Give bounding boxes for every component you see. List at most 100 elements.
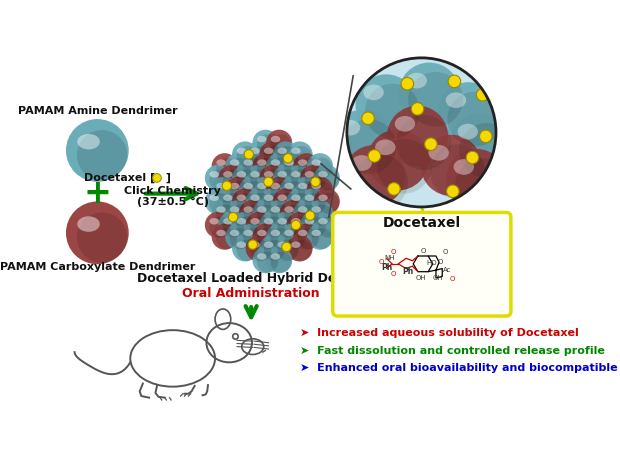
Ellipse shape [264, 146, 285, 167]
Ellipse shape [230, 228, 250, 249]
Ellipse shape [244, 230, 253, 236]
Ellipse shape [284, 181, 305, 202]
Circle shape [368, 150, 381, 162]
Ellipse shape [311, 158, 332, 179]
Ellipse shape [218, 189, 244, 215]
Ellipse shape [271, 206, 280, 213]
Ellipse shape [408, 72, 463, 127]
Ellipse shape [257, 158, 278, 179]
Ellipse shape [223, 170, 244, 190]
Ellipse shape [250, 193, 271, 214]
Ellipse shape [252, 177, 278, 203]
Ellipse shape [257, 134, 278, 155]
Ellipse shape [250, 194, 260, 201]
Ellipse shape [246, 212, 272, 238]
Ellipse shape [237, 242, 246, 248]
Ellipse shape [210, 216, 230, 237]
Ellipse shape [300, 189, 326, 215]
Ellipse shape [450, 113, 511, 175]
Circle shape [222, 181, 231, 190]
Ellipse shape [216, 158, 237, 179]
Ellipse shape [277, 240, 298, 261]
Ellipse shape [271, 228, 291, 249]
Circle shape [248, 240, 257, 249]
Text: HO: HO [427, 260, 437, 266]
Ellipse shape [291, 218, 301, 225]
Ellipse shape [232, 212, 258, 238]
Text: ➤  Fast dissolution and controlled release profile: ➤ Fast dissolution and controlled releas… [300, 346, 604, 356]
Text: OH: OH [415, 274, 426, 280]
Circle shape [305, 211, 315, 220]
Ellipse shape [305, 171, 314, 178]
Ellipse shape [250, 171, 260, 178]
Ellipse shape [312, 183, 321, 189]
Circle shape [448, 75, 461, 88]
Ellipse shape [250, 148, 260, 154]
Ellipse shape [216, 159, 226, 166]
Text: PAMAM Amine Dendrimer: PAMAM Amine Dendrimer [17, 106, 177, 116]
Ellipse shape [365, 84, 420, 139]
Ellipse shape [210, 193, 230, 214]
Ellipse shape [244, 205, 264, 225]
Ellipse shape [293, 200, 319, 226]
Ellipse shape [271, 252, 291, 273]
Ellipse shape [246, 141, 272, 167]
Ellipse shape [298, 205, 319, 225]
Ellipse shape [300, 165, 326, 191]
Ellipse shape [293, 224, 319, 250]
Text: Click Chemistry: Click Chemistry [124, 186, 221, 196]
Text: O: O [391, 271, 396, 277]
Ellipse shape [244, 183, 253, 189]
Ellipse shape [298, 230, 308, 236]
Ellipse shape [216, 183, 226, 189]
Ellipse shape [286, 212, 312, 238]
Ellipse shape [291, 216, 312, 237]
Ellipse shape [250, 170, 271, 190]
Ellipse shape [304, 216, 326, 237]
Ellipse shape [271, 134, 291, 155]
Ellipse shape [257, 253, 267, 260]
Circle shape [411, 103, 424, 115]
Ellipse shape [271, 181, 291, 202]
Ellipse shape [257, 205, 278, 225]
Ellipse shape [342, 119, 396, 174]
Text: NH: NH [384, 255, 395, 261]
Ellipse shape [232, 165, 258, 191]
Ellipse shape [314, 165, 340, 191]
Ellipse shape [278, 148, 287, 154]
Circle shape [466, 151, 479, 164]
Ellipse shape [285, 230, 294, 236]
Ellipse shape [343, 145, 405, 206]
Ellipse shape [375, 140, 396, 155]
Ellipse shape [78, 134, 100, 149]
Ellipse shape [314, 189, 340, 215]
Ellipse shape [278, 194, 287, 201]
Ellipse shape [273, 141, 299, 167]
Circle shape [153, 174, 161, 182]
Ellipse shape [225, 200, 251, 226]
Ellipse shape [280, 153, 306, 179]
Ellipse shape [284, 205, 305, 225]
Ellipse shape [286, 189, 312, 215]
Ellipse shape [407, 73, 427, 89]
FancyBboxPatch shape [333, 212, 511, 316]
Ellipse shape [244, 181, 264, 202]
Ellipse shape [257, 159, 267, 166]
Ellipse shape [264, 240, 285, 261]
Ellipse shape [291, 146, 312, 167]
Circle shape [388, 183, 401, 195]
Ellipse shape [211, 200, 238, 226]
Ellipse shape [298, 228, 319, 249]
Ellipse shape [271, 136, 280, 142]
Ellipse shape [266, 247, 292, 273]
Ellipse shape [446, 149, 507, 210]
Text: O: O [438, 259, 443, 265]
Ellipse shape [298, 206, 308, 213]
Ellipse shape [319, 218, 328, 225]
Ellipse shape [298, 183, 308, 189]
Ellipse shape [252, 224, 278, 250]
Ellipse shape [307, 200, 333, 226]
Ellipse shape [259, 235, 285, 261]
Ellipse shape [66, 119, 129, 182]
Ellipse shape [237, 148, 246, 154]
